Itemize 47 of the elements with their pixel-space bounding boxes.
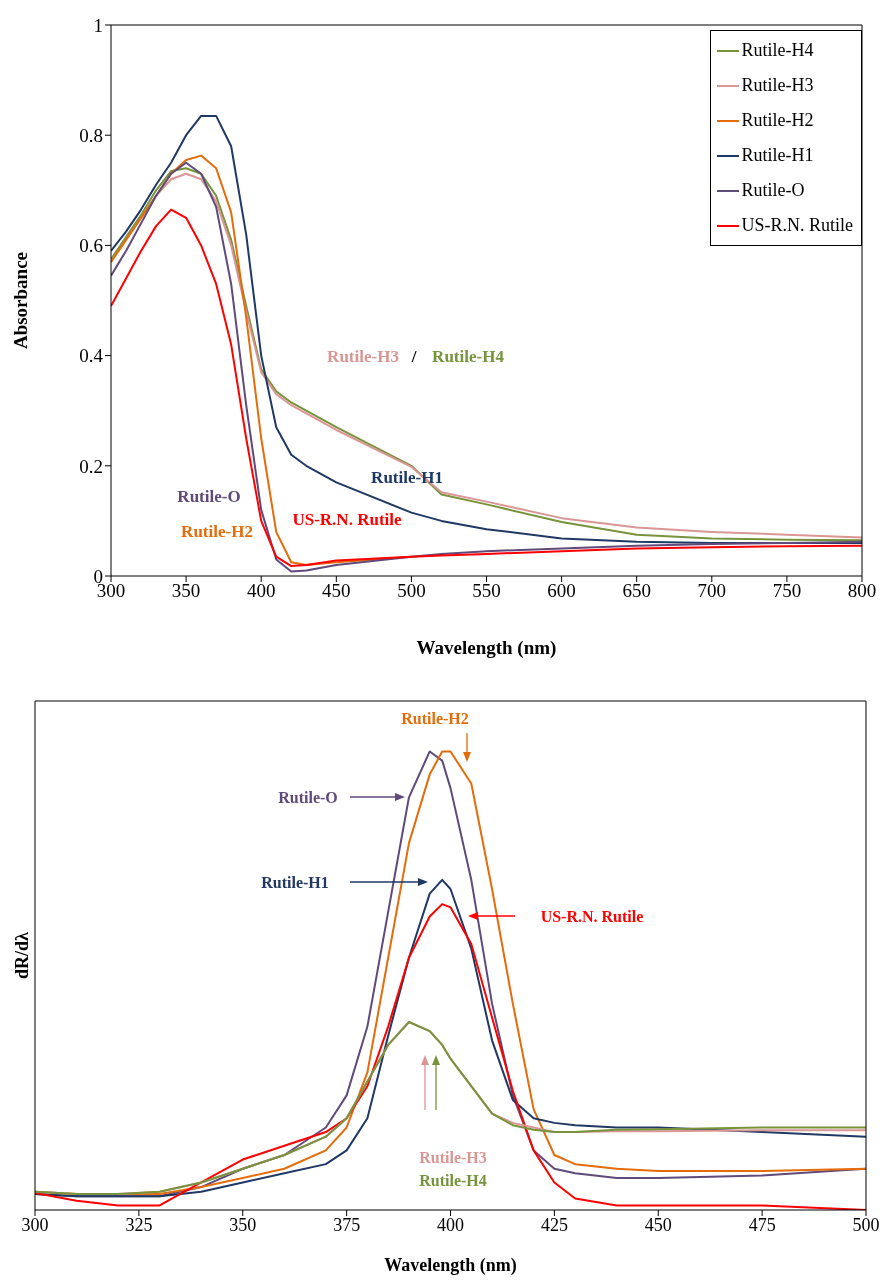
legend-label: Rutile-H2 <box>741 110 814 131</box>
x-tick-label: 350 <box>171 580 201 602</box>
x-tick-label: 700 <box>697 580 727 602</box>
y-tick-label: 0.4 <box>79 345 104 367</box>
y-tick-label: 0.6 <box>79 235 103 257</box>
legend-label: US-R.N. Rutile <box>741 215 853 236</box>
x-tick-label: 450 <box>644 1214 672 1235</box>
text: Rutile-H2 <box>401 709 469 727</box>
annotation: Rutile-H3 <box>419 1148 487 1166</box>
annotation: Rutile-H4 <box>432 346 505 366</box>
annotation: Rutile-H4 <box>419 1171 487 1189</box>
x-axis-title: Wavelength (nm) <box>384 1255 517 1276</box>
legend-label: Rutile-H4 <box>741 40 814 61</box>
x-tick-label: 350 <box>229 1214 257 1235</box>
x-tick-label: 500 <box>397 580 426 602</box>
x-tick-label: 550 <box>472 580 501 602</box>
annotation: Rutile-H2 <box>181 521 253 541</box>
annotation: Rutile-H1 <box>261 873 329 891</box>
y-axis-title: Absorbance <box>9 251 31 350</box>
y-tick-label: 1 <box>93 14 103 36</box>
x-tick-label: 475 <box>748 1214 776 1235</box>
annotation: US-R.N. Rutile <box>292 509 402 529</box>
x-tick-label: 600 <box>547 580 576 602</box>
annotation: Rutile-H3 <box>327 346 399 366</box>
x-axis-title: Wavelength (nm) <box>416 637 557 659</box>
y-tick-label: 0.8 <box>79 124 103 146</box>
x-tick-label: 500 <box>852 1214 880 1235</box>
x-tick-label: 300 <box>21 1214 49 1235</box>
x-tick-label: 400 <box>246 580 276 602</box>
x-tick-label: 450 <box>322 580 351 602</box>
legend-label: Rutile-H3 <box>741 75 814 96</box>
x-tick-label: 375 <box>333 1214 361 1235</box>
x-tick-label: 400 <box>437 1214 464 1235</box>
annotation: / <box>410 346 417 366</box>
x-tick-label: 325 <box>125 1214 153 1235</box>
annotation: Rutile-O <box>177 486 241 506</box>
y-axis-title: dR/dλ <box>12 931 33 979</box>
annotation: Rutile-H1 <box>371 467 443 487</box>
legend-label: Rutile-H1 <box>741 145 814 166</box>
x-tick-label: 425 <box>540 1214 568 1235</box>
annotation: US-R.N. Rutile <box>540 907 644 925</box>
x-tick-label: 800 <box>847 580 877 602</box>
legend-label: Rutile-O <box>741 180 805 201</box>
x-tick-label: 750 <box>772 580 802 602</box>
x-tick-label: 650 <box>622 580 651 602</box>
annotation: Rutile-O <box>278 788 338 806</box>
y-tick-label: 0.2 <box>79 455 103 477</box>
